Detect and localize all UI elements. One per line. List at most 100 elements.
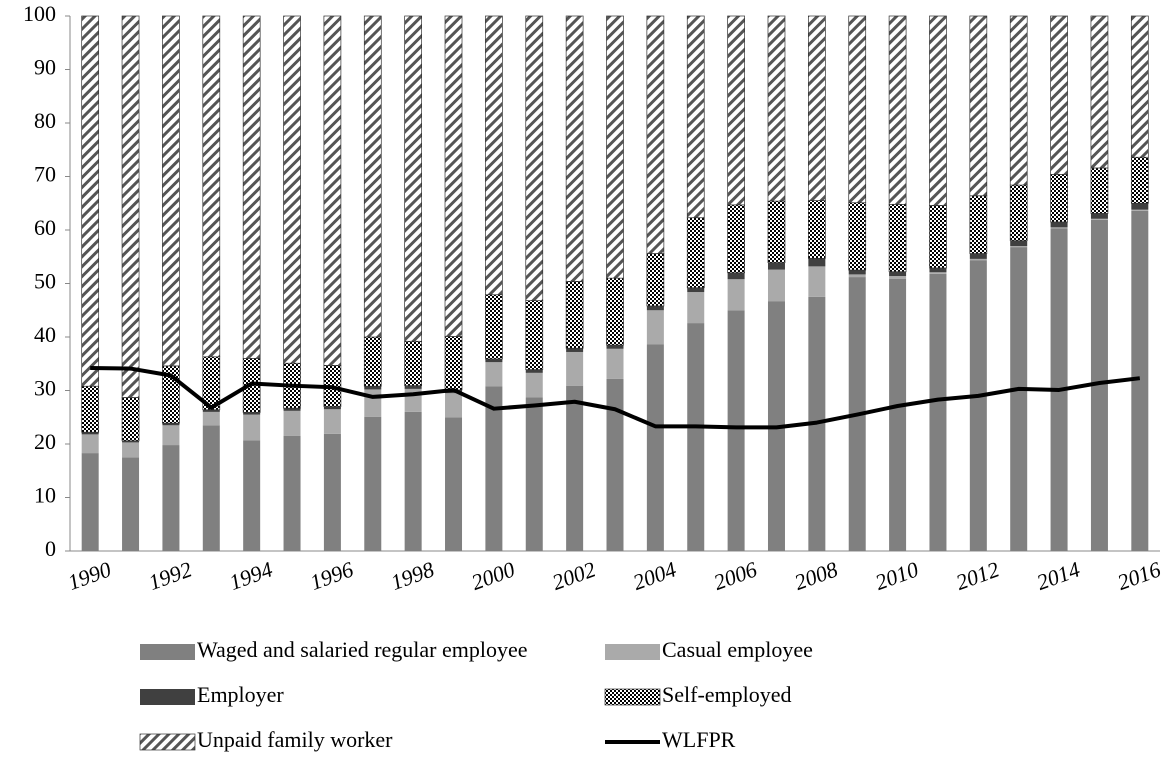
bar-segment (485, 15, 503, 296)
bar-segment (1050, 221, 1068, 228)
bar-segment (686, 15, 705, 219)
bar-segment (122, 442, 140, 458)
bar-segment (1090, 219, 1108, 551)
bar-segment (646, 305, 664, 311)
bar-segment (485, 362, 503, 387)
x-tick-label: 2004 (630, 556, 680, 595)
x-tick-label: 2008 (791, 556, 841, 595)
bar-segment (889, 278, 907, 551)
bar-segment (848, 202, 867, 271)
bar-segment (767, 262, 785, 270)
y-tick-label: 60 (34, 215, 56, 240)
bar-segment (404, 385, 422, 389)
y-tick-label: 100 (23, 1, 56, 26)
bar-segment (404, 15, 422, 342)
bar-segment (606, 348, 624, 379)
x-tick-label: 2000 (468, 556, 518, 595)
bar-segment (364, 416, 382, 551)
bar-segment (1009, 184, 1028, 242)
x-tick-label: 1994 (226, 556, 276, 595)
bar-segment (687, 292, 705, 324)
bar-segment (929, 273, 947, 551)
bar-segment (525, 397, 543, 551)
x-tick-label: 2006 (710, 556, 760, 595)
bar-segment (1130, 156, 1149, 204)
bar-segment (1010, 247, 1028, 551)
bar-segment (283, 15, 301, 364)
bar-segment (121, 397, 140, 442)
bar-segment (727, 310, 745, 551)
legend-label: Unpaid family worker (197, 727, 393, 752)
bar-segment (525, 300, 544, 370)
bar-segment (808, 258, 826, 267)
bar-segment (969, 253, 987, 259)
bar-segment (122, 457, 140, 551)
bar-segment (848, 15, 867, 204)
bar-segment (363, 15, 382, 338)
bar-segment (727, 272, 745, 280)
bar-segment (1050, 174, 1068, 223)
bar-segment (162, 445, 180, 551)
bar-segment (1131, 203, 1149, 210)
x-tick-label: 2010 (872, 556, 922, 595)
y-tick-label: 20 (34, 429, 56, 454)
bar-segment (445, 417, 463, 551)
bar-segment (848, 274, 866, 278)
legend-swatch (604, 688, 661, 706)
bar-segment (848, 270, 866, 275)
legend-label: Employer (197, 682, 284, 707)
y-tick-label: 70 (34, 162, 56, 187)
bar-segment (606, 345, 624, 349)
bar-segment (929, 267, 947, 273)
bar-segment (525, 369, 543, 373)
line-series (90, 366, 1141, 430)
bar-segment (202, 411, 220, 426)
bar-segment (606, 378, 624, 551)
bar-segment (283, 435, 301, 551)
bar-segment (929, 272, 947, 274)
bar-segment (888, 15, 907, 205)
x-tick-label: 2016 (1114, 556, 1164, 595)
bar-segment (81, 15, 100, 387)
x-tick-label: 1998 (387, 556, 437, 595)
bar-segment (767, 15, 786, 202)
bar-segment (1131, 210, 1149, 552)
legend-swatch (605, 644, 660, 660)
bar-segment (525, 15, 544, 301)
bar-segment (323, 15, 342, 366)
x-tick-label: 2014 (1033, 556, 1083, 595)
bar-segment (686, 217, 705, 289)
bar-segment (646, 344, 664, 551)
bar-segment (81, 432, 99, 435)
bar-segment (121, 15, 140, 398)
bar-segment (525, 372, 543, 398)
bar-segment (1090, 167, 1109, 214)
bar-segment (323, 409, 341, 434)
bar-segment (122, 440, 140, 443)
bar-segment (767, 200, 786, 263)
x-tick-label: 1990 (64, 556, 114, 595)
bar-segment (566, 385, 584, 551)
bar-segment (485, 358, 503, 363)
bar-segment (243, 412, 261, 415)
y-tick-label: 0 (45, 536, 56, 561)
bar-segment (646, 253, 665, 307)
legend-label: Casual employee (662, 637, 813, 662)
bar-segment (1090, 218, 1108, 220)
y-tick-label: 80 (34, 108, 56, 133)
legend-swatch (140, 644, 195, 660)
bar-segment (566, 348, 584, 352)
bar-segment (889, 271, 907, 277)
bar-segment (808, 15, 826, 201)
bar-segment (162, 425, 180, 446)
legend-swatch (139, 733, 196, 751)
bar-segment (606, 15, 624, 279)
legend-swatch (140, 689, 195, 705)
x-tick-label: 1996 (307, 556, 357, 595)
bar-segment (445, 393, 463, 418)
bar-segment (1010, 246, 1028, 248)
bar-segment (646, 310, 664, 345)
legend-label: WLFPR (662, 727, 736, 752)
bar-segment (929, 205, 947, 269)
